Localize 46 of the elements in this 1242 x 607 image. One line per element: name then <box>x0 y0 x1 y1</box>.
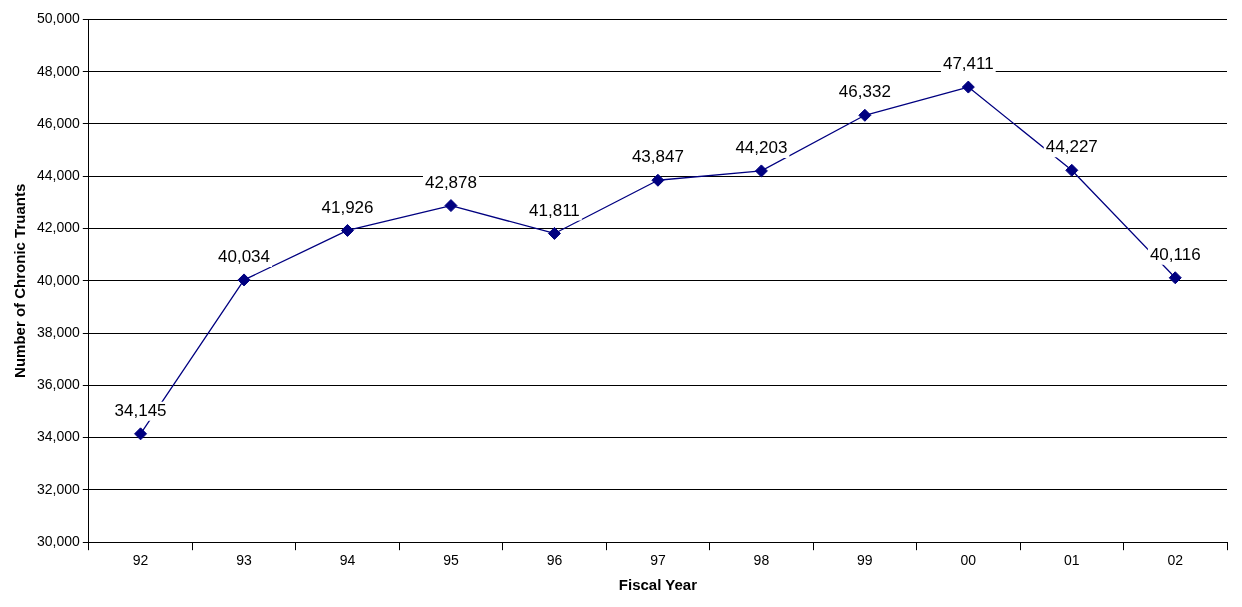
data-label: 41,811 <box>529 200 580 220</box>
point <box>1065 163 1079 177</box>
x-tick-label: 01 <box>1064 552 1080 569</box>
data-label: 46,332 <box>838 82 891 102</box>
y-tick-label: 50,000 <box>36 10 81 27</box>
y-tick-label: 30,000 <box>36 533 81 550</box>
x-tick-label: 92 <box>132 552 149 569</box>
data-label: 41,926 <box>321 197 374 217</box>
x-tick-label: 02 <box>1167 552 1184 569</box>
point <box>858 108 872 122</box>
point <box>134 427 148 441</box>
y-tick-label: 40,000 <box>36 271 81 288</box>
point <box>651 173 665 187</box>
data-label: 40,034 <box>218 247 271 267</box>
point <box>961 80 975 94</box>
data-label: 43,847 <box>631 147 684 167</box>
y-tick-label: 44,000 <box>36 167 81 184</box>
point <box>341 223 354 237</box>
x-tick-label: 00 <box>960 552 977 569</box>
y-tick-label: 36,000 <box>36 376 81 393</box>
point <box>547 226 561 240</box>
data-label: 44,203 <box>735 138 788 158</box>
x-tick-label: 93 <box>236 552 253 569</box>
point <box>237 273 251 287</box>
y-tick-label: 38,000 <box>36 323 81 340</box>
y-tick-label: 42,000 <box>36 219 81 236</box>
point <box>1168 271 1182 285</box>
y-tick-label: 48,000 <box>36 62 81 79</box>
data-label: 47,411 <box>942 54 994 74</box>
x-tick-label: 98 <box>753 552 770 569</box>
y-tick-label: 46,000 <box>36 114 81 131</box>
x-tick-label: 95 <box>443 552 459 569</box>
data-label: 42,878 <box>424 172 477 192</box>
x-tick-label: 96 <box>546 552 563 569</box>
y-tick-label: 32,000 <box>36 480 81 497</box>
x-tick-label: 99 <box>857 552 873 569</box>
y-axis-title: Number of Chronic Truants <box>11 183 29 378</box>
point <box>754 164 768 178</box>
y-tick-label: 34,000 <box>36 428 81 445</box>
data-label: 44,227 <box>1045 137 1098 157</box>
x-tick-label: 97 <box>650 552 666 569</box>
x-axis-title: Fiscal Year <box>618 576 698 594</box>
point <box>444 199 458 213</box>
data-label: 34,145 <box>114 401 167 421</box>
x-tick-label: 94 <box>339 552 356 569</box>
data-label: 40,116 <box>1149 244 1201 264</box>
